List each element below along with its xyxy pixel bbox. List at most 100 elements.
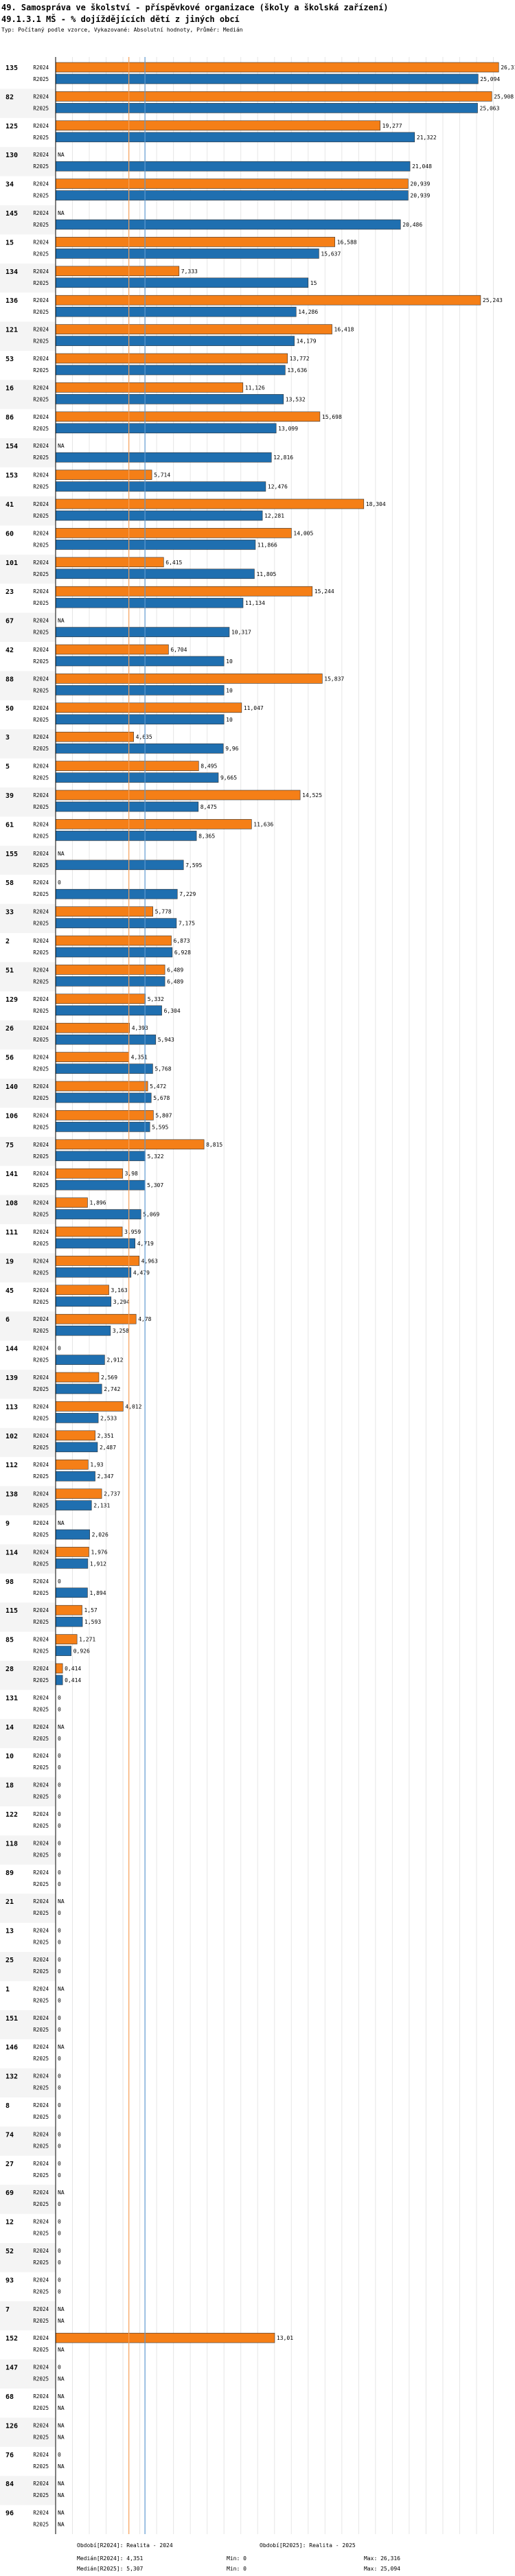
footer-median-2024: Medián[R2024]: 4,351: [77, 2555, 144, 2562]
data-label: 13,636: [287, 367, 307, 373]
series-tick-label: R2025: [33, 309, 49, 315]
series-tick-label: R2024: [33, 560, 49, 566]
category-label: 114: [5, 1549, 18, 1556]
series-tick-label: R2024: [33, 501, 49, 507]
data-label: 0: [58, 1870, 61, 1876]
na-label: NA: [58, 2463, 65, 2470]
category-label: 26: [5, 1025, 14, 1033]
row-band: [0, 1952, 56, 1981]
bar-r2025: [55, 801, 199, 812]
na-label: NA: [58, 443, 65, 449]
category-label: 153: [5, 472, 18, 480]
data-label: 11,047: [244, 705, 264, 711]
category-label: 144: [5, 1346, 18, 1353]
bar-r2025: [55, 1471, 95, 1482]
row-band: [0, 2476, 56, 2505]
series-tick-label: R2024: [33, 1957, 49, 1963]
bar-r2024: [55, 1547, 89, 1557]
category-label: 23: [5, 588, 14, 596]
na-label: NA: [58, 2481, 65, 2487]
category-label: 125: [5, 123, 18, 130]
row-band: [0, 2185, 56, 2214]
series-tick-label: R2024: [33, 763, 49, 770]
data-label: 12,816: [273, 455, 293, 461]
data-label: 5,332: [148, 996, 164, 1002]
na-label: NA: [58, 2422, 65, 2428]
bar-r2024: [55, 411, 321, 422]
category-label: 21: [5, 1898, 14, 1906]
series-tick-label: R2025: [33, 2405, 49, 2411]
bar-r2024: [55, 731, 134, 742]
series-tick-label: R2024: [33, 152, 49, 158]
data-label: 0: [58, 1346, 61, 1352]
series-tick-label: R2024: [33, 1782, 49, 1789]
row-band: [0, 321, 56, 351]
bar-r2025: [55, 277, 309, 288]
category-label: 60: [5, 530, 14, 538]
category-label: 108: [5, 1200, 18, 1208]
category-label: 61: [5, 821, 14, 829]
data-label: 0: [58, 2056, 61, 2062]
data-label: 12,281: [264, 513, 284, 519]
data-label: 0: [58, 1840, 61, 1846]
data-label: 19,277: [382, 123, 402, 129]
series-tick-label: R2024: [33, 268, 49, 275]
series-tick-label: R2024: [33, 1433, 49, 1439]
data-label: 2,569: [101, 1375, 117, 1381]
series-tick-label: R2024: [33, 705, 49, 711]
bar-r2024: [55, 295, 481, 306]
row-band: [0, 1661, 56, 1690]
bar-r2025: [55, 1325, 111, 1336]
bar-r2025: [55, 1180, 146, 1191]
data-label: 0: [58, 2452, 61, 2458]
category-label: 1: [5, 1986, 10, 1993]
series-tick-label: R2025: [33, 1823, 49, 1829]
data-label: 20,486: [402, 222, 422, 228]
bar-r2024: [55, 179, 409, 189]
data-label: 0: [58, 879, 61, 886]
row-band: [0, 1718, 56, 1749]
series-tick-label: R2024: [33, 1375, 49, 1381]
series-tick-label: R2025: [33, 1473, 49, 1480]
bar-r2024: [55, 528, 292, 538]
data-label: 2,912: [106, 1357, 123, 1364]
bar-r2025: [55, 772, 219, 783]
data-label: 8,815: [206, 1142, 222, 1148]
series-tick-label: R2024: [33, 1316, 49, 1322]
category-label: 140: [5, 1083, 18, 1091]
row-band: [0, 2359, 56, 2389]
data-label: 0: [58, 1578, 61, 1585]
data-label: 7,333: [181, 268, 198, 275]
series-tick-label: R2025: [33, 1968, 49, 1975]
category-label: 42: [5, 647, 14, 654]
data-label: 0: [58, 2259, 61, 2266]
category-label: 85: [5, 1637, 14, 1644]
bar-r2025: [55, 336, 295, 346]
data-label: 1,896: [89, 1200, 106, 1206]
bar-r2024: [55, 965, 165, 975]
data-label: 0: [58, 1736, 61, 1742]
data-label: 15: [310, 280, 317, 286]
data-label: 0: [58, 1753, 61, 1759]
series-tick-label: R2025: [33, 1037, 49, 1043]
bar-r2025: [55, 1005, 162, 1016]
category-label: 27: [5, 2161, 14, 2168]
bar-r2025: [55, 103, 478, 113]
category-label: 130: [5, 152, 18, 159]
row-band: [0, 612, 56, 642]
bar-r2025: [55, 190, 409, 200]
data-label: 0: [58, 2114, 61, 2120]
series-tick-label: R2024: [33, 1928, 49, 1934]
data-label: 0: [58, 1910, 61, 1916]
bar-r2024: [55, 1605, 82, 1615]
row-band: [0, 496, 56, 526]
data-label: 16,418: [334, 327, 354, 333]
category-label: 15: [5, 239, 14, 246]
series-tick-label: R2025: [33, 2376, 49, 2382]
data-label: 11,126: [245, 384, 265, 391]
category-label: 154: [5, 443, 18, 450]
series-tick-label: R2025: [33, 1299, 49, 1305]
row-band: [0, 2068, 56, 2097]
bar-r2024: [55, 906, 153, 917]
